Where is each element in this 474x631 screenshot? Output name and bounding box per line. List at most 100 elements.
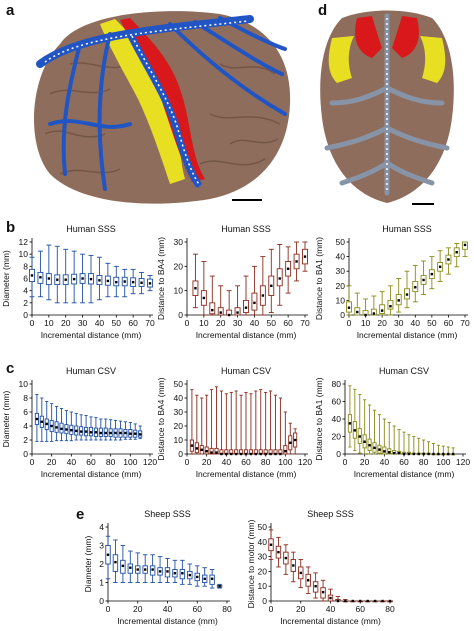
- box: [370, 308, 377, 316]
- x-tick-label: 0: [106, 604, 111, 614]
- median-marker: [373, 599, 377, 603]
- y-tick-label: 30: [174, 237, 184, 247]
- x-tick-label: 70: [300, 318, 310, 328]
- box: [214, 447, 219, 455]
- median-marker: [269, 452, 272, 456]
- median-marker: [99, 431, 103, 435]
- y-tick-label: 2: [23, 435, 28, 445]
- median-marker: [119, 431, 122, 435]
- median-marker: [351, 599, 355, 603]
- y-tick-label: 10: [258, 581, 268, 591]
- median-marker: [215, 451, 218, 454]
- median-marker: [195, 447, 199, 450]
- median-marker: [47, 277, 51, 280]
- median-marker: [270, 284, 273, 287]
- median-marker: [244, 452, 248, 456]
- y-tick-label: 2: [99, 559, 104, 569]
- median-marker: [188, 573, 192, 577]
- y-tick-label: 40: [174, 393, 184, 403]
- y-tick-label: 60: [332, 397, 342, 407]
- median-marker: [81, 277, 84, 280]
- x-tick-label: 20: [216, 318, 226, 328]
- median-marker: [303, 255, 307, 258]
- median-marker: [98, 279, 101, 282]
- y-tick-label: 8: [23, 393, 28, 403]
- median-marker: [50, 424, 53, 428]
- chart-b2: Human SSS 0 10 20 30 40 50 60 70 0 10 20 30 Increment…: [156, 224, 310, 340]
- median-marker: [368, 444, 371, 447]
- x-tick-label: 10: [199, 318, 209, 328]
- median-marker: [104, 431, 107, 435]
- y-tick-label: 10: [174, 435, 184, 445]
- median-marker: [124, 431, 127, 435]
- x-tick-label: 20: [133, 604, 143, 614]
- median-marker: [210, 451, 213, 454]
- median-marker: [227, 313, 231, 317]
- y-tick-label: 10: [19, 249, 29, 259]
- median-marker: [253, 301, 256, 305]
- median-marker: [173, 572, 177, 575]
- median-marker: [202, 296, 206, 300]
- median-marker: [244, 306, 248, 309]
- median-marker: [138, 433, 142, 436]
- y-tick-label: 50: [258, 522, 268, 532]
- median-marker: [373, 446, 376, 450]
- y-axis-label: Distance to BA1 (mm): [314, 377, 324, 460]
- median-marker: [278, 277, 281, 280]
- median-marker: [148, 282, 152, 285]
- x-axis-label: Incremental distance (mm): [196, 330, 297, 340]
- median-marker: [94, 431, 98, 434]
- x-tick-label: 20: [61, 318, 71, 328]
- median-marker: [64, 278, 67, 281]
- x-tick-label: 80: [222, 604, 232, 614]
- x-tick-label: 50: [427, 318, 437, 328]
- median-marker: [347, 306, 351, 309]
- median-marker: [158, 570, 162, 573]
- y-tick-label: 4: [23, 421, 28, 431]
- x-tick-label: 60: [399, 457, 409, 467]
- x-tick-label: 60: [128, 318, 138, 328]
- panel-label-a: a: [6, 2, 15, 19]
- median-marker: [388, 599, 392, 603]
- x-tick-label: 120: [456, 457, 470, 467]
- median-marker: [123, 280, 126, 283]
- x-tick-label: 0: [30, 318, 35, 328]
- chart-title: Human SSS: [221, 224, 271, 234]
- median-marker: [106, 553, 110, 556]
- median-marker: [364, 313, 367, 317]
- chart-title: Sheep SSS: [144, 509, 191, 519]
- y-tick-label: 6: [23, 274, 28, 284]
- y-axis-label: Distance to BA4 (mm): [156, 377, 166, 460]
- x-tick-label: 30: [78, 318, 88, 328]
- y-tick-label: 0: [336, 449, 341, 459]
- median-marker: [306, 579, 310, 582]
- median-marker: [289, 441, 292, 444]
- median-marker: [447, 258, 450, 261]
- median-marker: [129, 432, 132, 435]
- median-marker: [389, 305, 392, 308]
- box: [276, 268, 283, 287]
- x-tick-label: 40: [163, 604, 173, 614]
- median-marker: [442, 452, 445, 456]
- x-axis-label: Incremental distance (mm): [354, 469, 455, 479]
- y-tick-label: 30: [258, 552, 268, 562]
- median-marker: [329, 596, 332, 600]
- median-marker: [286, 267, 290, 270]
- median-marker: [134, 432, 137, 435]
- median-marker: [196, 575, 199, 579]
- median-marker: [402, 452, 406, 456]
- median-marker: [56, 278, 59, 281]
- median-marker: [84, 430, 88, 433]
- y-tick-label: 10: [174, 286, 184, 296]
- median-marker: [451, 452, 455, 456]
- x-tick-label: 80: [385, 604, 395, 614]
- median-marker: [261, 294, 265, 297]
- median-marker: [353, 429, 357, 432]
- median-marker: [194, 287, 197, 290]
- box: [283, 445, 288, 455]
- median-marker: [447, 452, 450, 456]
- human-brain-illustration: [33, 11, 291, 204]
- box: [209, 447, 214, 455]
- x-tick-label: 120: [298, 457, 312, 467]
- x-tick-label: 80: [106, 457, 116, 467]
